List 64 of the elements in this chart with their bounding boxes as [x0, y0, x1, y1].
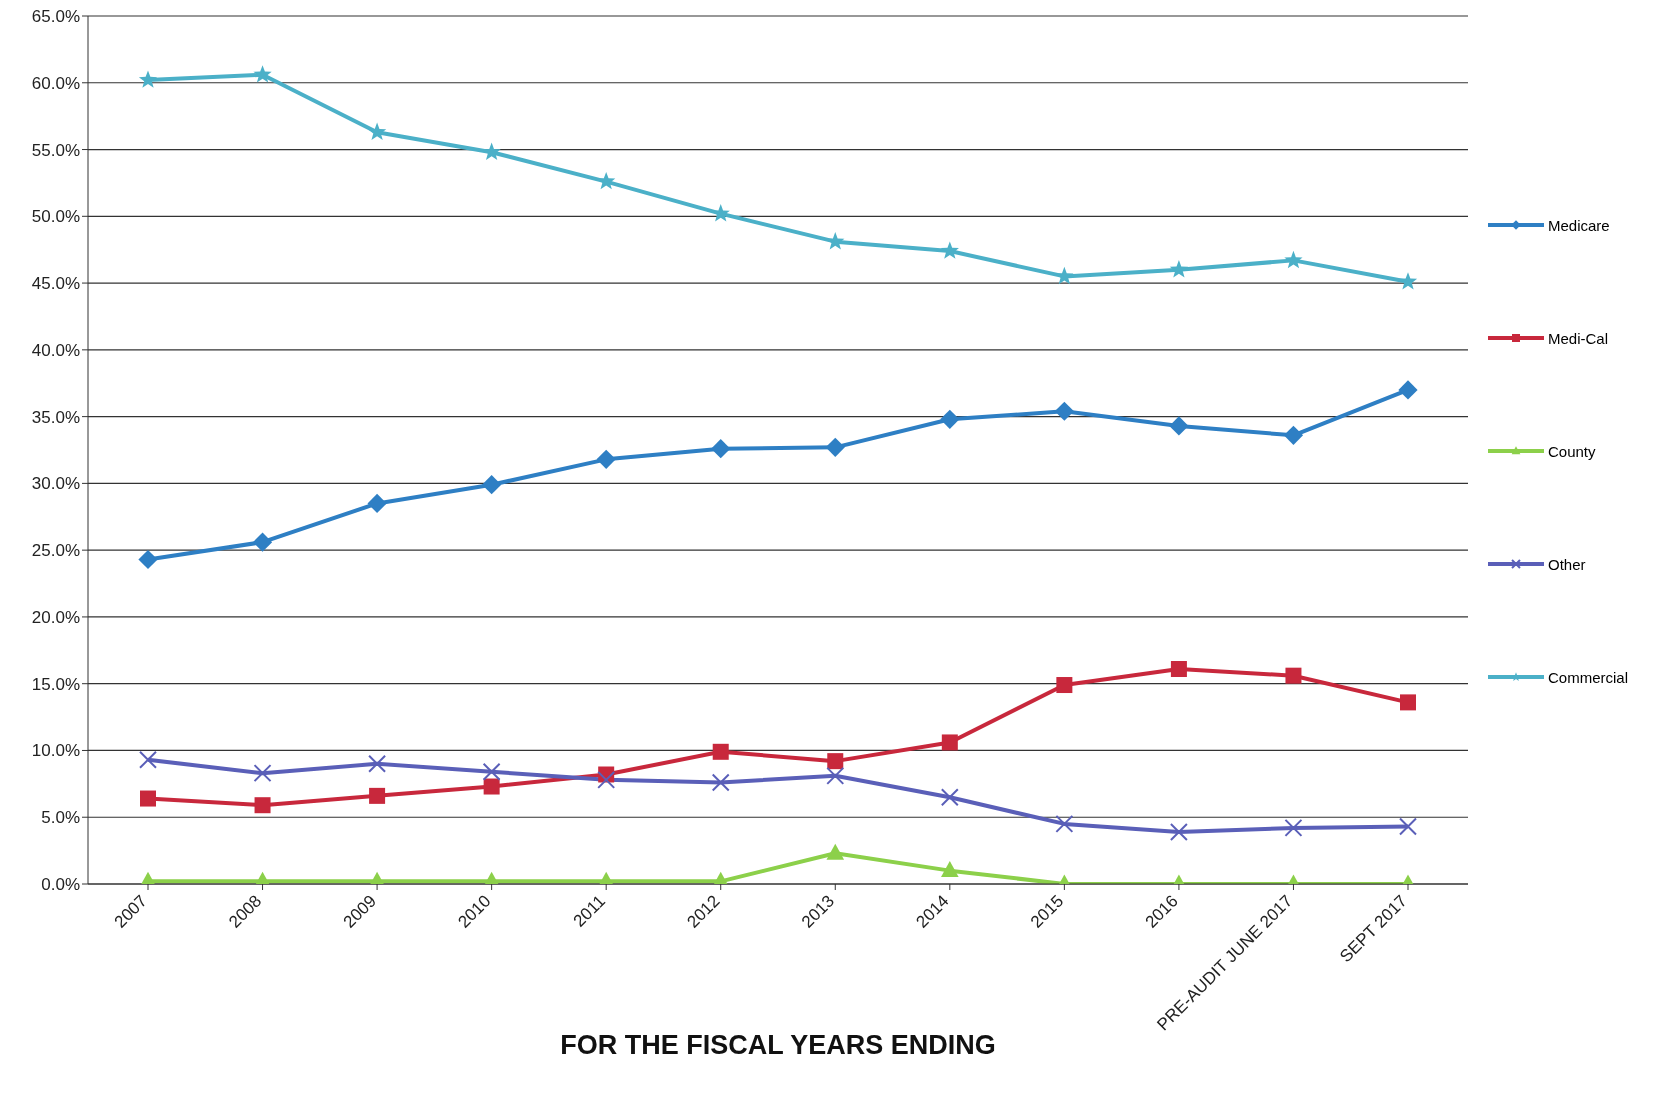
point: [367, 493, 387, 514]
point: [1398, 380, 1418, 400]
point: [253, 65, 272, 83]
point: [1283, 425, 1304, 445]
point: [1285, 667, 1302, 684]
y-tick-label: 40.0%: [31, 340, 80, 360]
y-tick-label: 60.0%: [31, 73, 80, 93]
point: [827, 753, 844, 770]
y-tick-label: 5.0%: [41, 808, 80, 828]
y-tick-label: 35.0%: [31, 407, 80, 427]
point: [1400, 694, 1416, 711]
point: [826, 843, 845, 860]
point: [253, 764, 272, 783]
point: [1169, 416, 1189, 436]
y-tick-label: 55.0%: [31, 140, 80, 160]
point: [596, 449, 616, 469]
point: [369, 787, 386, 804]
point: [1055, 814, 1074, 833]
point: [139, 750, 157, 769]
point: [1054, 401, 1074, 421]
point: [482, 475, 502, 495]
point: [1284, 818, 1303, 837]
y-tick-label: 15.0%: [31, 674, 80, 694]
legend-label: Commercial: [1547, 668, 1629, 686]
x-axis-title: FOR THE FISCAL YEARS ENDING: [560, 1030, 996, 1060]
point: [825, 437, 845, 457]
y-tick-label: 20.0%: [31, 607, 80, 627]
point: [1169, 260, 1189, 278]
point: [368, 754, 387, 773]
point: [254, 797, 271, 814]
point: [1399, 817, 1417, 836]
y-tick-label: 65.0%: [31, 7, 80, 27]
point: [482, 762, 501, 781]
point: [597, 770, 616, 789]
y-tick-label: 0.0%: [41, 875, 80, 895]
point: [940, 241, 959, 259]
point: [140, 790, 156, 807]
point: [138, 70, 158, 88]
point: [483, 778, 500, 795]
legend-label: Other: [1547, 555, 1587, 573]
point: [941, 734, 958, 751]
point: [138, 549, 158, 570]
point: [826, 766, 845, 785]
legend-label: County: [1547, 442, 1597, 460]
y-tick-label: 10.0%: [31, 741, 80, 761]
point: [711, 439, 731, 459]
y-tick-label: 45.0%: [31, 274, 80, 294]
point: [712, 743, 729, 760]
point: [711, 773, 730, 792]
point: [1169, 822, 1188, 841]
point: [1398, 272, 1418, 290]
legend-label: Medicare: [1547, 216, 1611, 234]
y-tick-label: 30.0%: [31, 474, 80, 494]
y-tick-label: 25.0%: [31, 541, 80, 561]
legend-label: Medi-Cal: [1547, 329, 1609, 347]
y-tick-label: 50.0%: [31, 207, 80, 227]
point: [940, 409, 960, 429]
point: [252, 532, 273, 552]
point: [940, 788, 959, 807]
point: [1056, 677, 1073, 694]
point: [1284, 250, 1303, 269]
point: [941, 861, 959, 878]
point: [367, 122, 387, 140]
point: [1170, 661, 1187, 677]
